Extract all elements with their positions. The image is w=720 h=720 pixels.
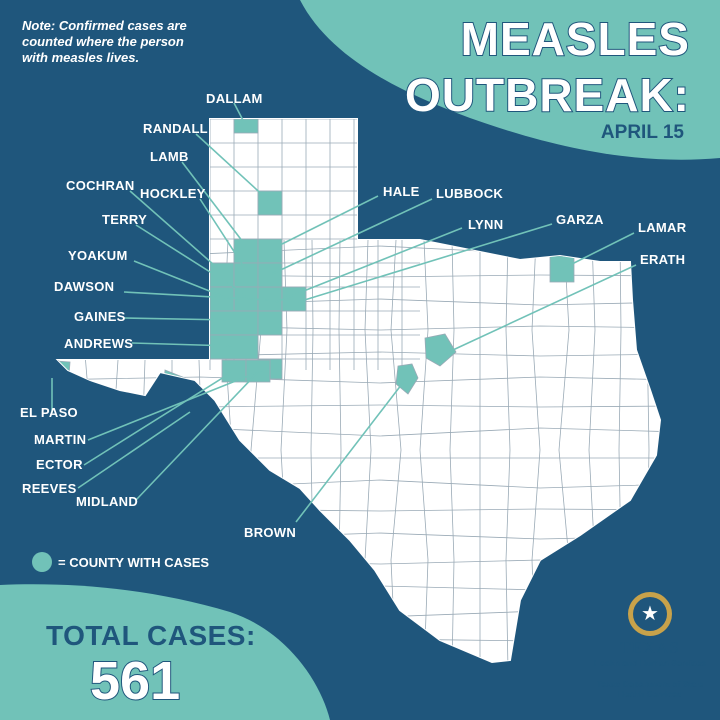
county-label-yoakum: YOAKUM xyxy=(68,248,128,263)
county-label-dawson: DAWSON xyxy=(54,279,115,294)
county-label-reeves: REEVES xyxy=(22,481,77,496)
county-label-ector: ECTOR xyxy=(36,457,83,472)
leader-line-martin xyxy=(87,367,269,441)
case-county-lamb xyxy=(233,238,259,264)
case-county-brown xyxy=(395,363,419,395)
note-text: Note: Confirmed cases are counted where … xyxy=(22,18,187,65)
county-label-martin: MARTIN xyxy=(34,432,87,447)
case-county-hockley xyxy=(233,262,259,288)
county-label-hockley: HOCKLEY xyxy=(140,186,206,201)
county-label-brown: BROWN xyxy=(244,525,297,540)
county-label-lamar: LAMAR xyxy=(638,220,687,235)
leader-line-lynn xyxy=(275,227,463,303)
case-county-erath xyxy=(424,333,457,367)
texas-hhs-logo: ★ TEXAS Health and Human Services Texas … xyxy=(590,592,710,699)
logo-dshs-line1: Texas Department of State xyxy=(596,679,704,689)
case-county-lubbock xyxy=(257,262,283,288)
logo-divider xyxy=(596,673,704,674)
leader-line-andrews xyxy=(131,342,233,347)
total-cases-value: 561 xyxy=(89,650,181,712)
leader-line-gaines xyxy=(123,317,231,321)
title-line-1: MEASLES xyxy=(460,13,690,65)
leader-line-brown xyxy=(295,379,406,523)
case-county-el-paso xyxy=(58,359,71,391)
leader-line-yoakum xyxy=(133,260,223,297)
legend-text: = COUNTY WITH CASES xyxy=(58,554,210,570)
case-county-gaines xyxy=(209,310,259,336)
logo-hhs-text: Health and Human Services xyxy=(594,658,706,668)
county-label-andrews: ANDREWS xyxy=(64,336,134,351)
leader-line-cochran xyxy=(129,190,223,273)
case-county-yoakum xyxy=(209,286,235,312)
leader-line-lamb xyxy=(181,161,247,247)
case-county-midland xyxy=(245,359,271,383)
county-label-gaines: GAINES xyxy=(74,309,126,324)
case-county-lynn xyxy=(257,310,283,336)
county-label-lamb: LAMB xyxy=(150,149,189,164)
county-label-randall: RANDALL xyxy=(143,121,208,136)
texas-seal-icon: ★ xyxy=(628,592,672,636)
logo-dshs-line2: Health Services xyxy=(618,689,682,699)
date-label: APRIL 15 xyxy=(600,122,684,143)
county-label-hale: HALE xyxy=(383,184,420,199)
total-cases-label: TOTAL CASES: xyxy=(46,620,256,651)
leader-line-midland xyxy=(135,371,259,501)
texas-outline xyxy=(55,118,662,664)
leader-line-reeves xyxy=(77,411,191,489)
county-label-cochran: COCHRAN xyxy=(66,178,135,193)
bottom-left-wave xyxy=(0,584,330,720)
case-county-andrews xyxy=(209,334,259,360)
leader-lines xyxy=(51,102,637,523)
legend: = COUNTY WITH CASES xyxy=(32,552,209,572)
leader-line-randall xyxy=(195,133,269,201)
county-label-el-paso: EL PASO xyxy=(20,405,78,420)
leader-line-dallam xyxy=(233,102,247,127)
county-label-midland: MIDLAND xyxy=(76,494,139,509)
leader-line-garza xyxy=(297,223,553,303)
leader-line-lamar xyxy=(559,232,635,271)
leader-line-erath xyxy=(439,264,637,357)
leader-line-hale xyxy=(269,195,379,251)
county-label-lynn: LYNN xyxy=(468,217,504,232)
leader-line-terry xyxy=(135,224,249,297)
top-right-wave xyxy=(300,0,720,160)
title-line-2: OUTBREAK: xyxy=(404,69,690,121)
logo-texas-text: TEXAS xyxy=(620,638,680,657)
leader-line-ector xyxy=(83,371,233,466)
county-label-garza: GARZA xyxy=(556,212,604,227)
leader-line-lubbock xyxy=(271,198,433,275)
county-label-terry: TERRY xyxy=(102,212,148,227)
leader-line-hockley xyxy=(199,198,247,271)
case-county-hale xyxy=(257,238,283,264)
county-label-erath: ERATH xyxy=(640,252,686,267)
county-label-dallam: DALLAM xyxy=(206,91,263,106)
county-label-lubbock: LUBBOCK xyxy=(436,186,504,201)
legend-swatch xyxy=(32,552,52,572)
leader-line-dawson xyxy=(123,291,269,301)
